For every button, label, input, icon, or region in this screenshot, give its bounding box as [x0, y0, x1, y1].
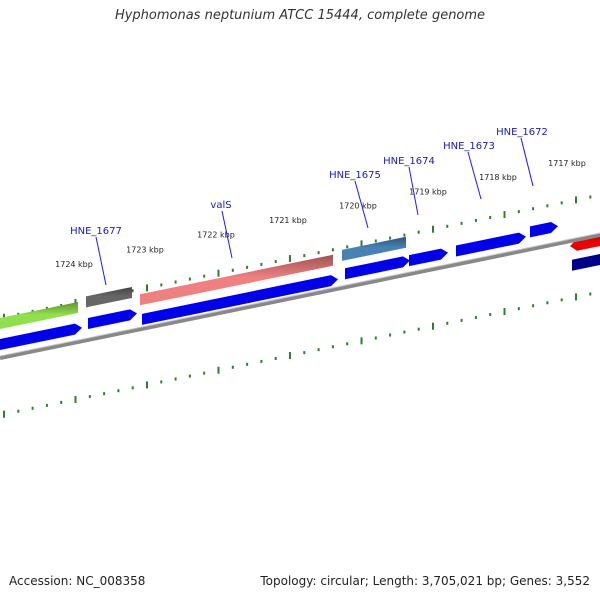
cds-e [409, 248, 448, 267]
leader-line-HNE_1672 [520, 137, 534, 187]
cds-a [0, 323, 82, 350]
trna-gene [140, 254, 333, 306]
cds-f [456, 232, 526, 257]
gene-label-valS: valS [210, 200, 231, 211]
inner-feature-track [0, 222, 600, 350]
backbone-highlight [0, 232, 600, 357]
leader-line-HNE_1673 [467, 151, 482, 200]
kbp-tick-label: 1717 kbp [548, 159, 586, 168]
steelblue-gene [342, 236, 406, 261]
outer-feature-track [0, 234, 600, 329]
kbp-tick-label: 1719 kbp [409, 187, 447, 196]
cds-d [345, 256, 410, 280]
gene-label-HNE_1673: HNE_1673 [443, 141, 495, 152]
backbone-line [0, 233, 600, 360]
kbp-tick-label: 1720 kbp [339, 202, 377, 211]
leader-line-HNE_1674 [408, 166, 419, 216]
outer-tick-ring [3, 195, 592, 321]
leader-line-HNE_1677 [95, 236, 107, 286]
kbp-ruler: 1717 kbp 1718 kbp 1719 kbp 1720 kbp 1721 kbp… [55, 159, 586, 269]
cds-g [530, 222, 558, 238]
genome-summary: Topology: circular; Length: 3,705,021 bp… [260, 574, 590, 588]
cds-c [142, 275, 338, 325]
inner-tick-ring [3, 292, 592, 418]
kbp-tick-label: 1723 kbp [126, 245, 164, 254]
kbp-tick-label: 1724 kbp [55, 260, 93, 269]
gray-gene [86, 286, 132, 308]
kbp-tick-label: 1721 kbp [269, 216, 307, 225]
map-title: Hyphomonas neptunium ATCC 15444, complet… [114, 8, 486, 23]
gene-label-HNE_1677: HNE_1677 [70, 226, 122, 237]
kbp-tick-label: 1722 kbp [197, 231, 235, 240]
gene-label-HNE_1672: HNE_1672 [496, 127, 548, 138]
kbp-tick-label: 1718 kbp [479, 173, 517, 182]
gene-label-HNE_1674: HNE_1674 [383, 156, 435, 167]
gene-label-HNE_1675: HNE_1675 [329, 170, 381, 181]
cds-h [572, 254, 600, 271]
leader-line-HNE_1675 [354, 180, 369, 229]
lime-gene [0, 302, 78, 329]
cds-b [88, 309, 137, 329]
leader-line-valS [221, 210, 233, 259]
gene-label-leaders [95, 137, 534, 286]
accession-text: Accession: NC_008358 [9, 574, 146, 588]
genome-backbone [0, 232, 600, 360]
